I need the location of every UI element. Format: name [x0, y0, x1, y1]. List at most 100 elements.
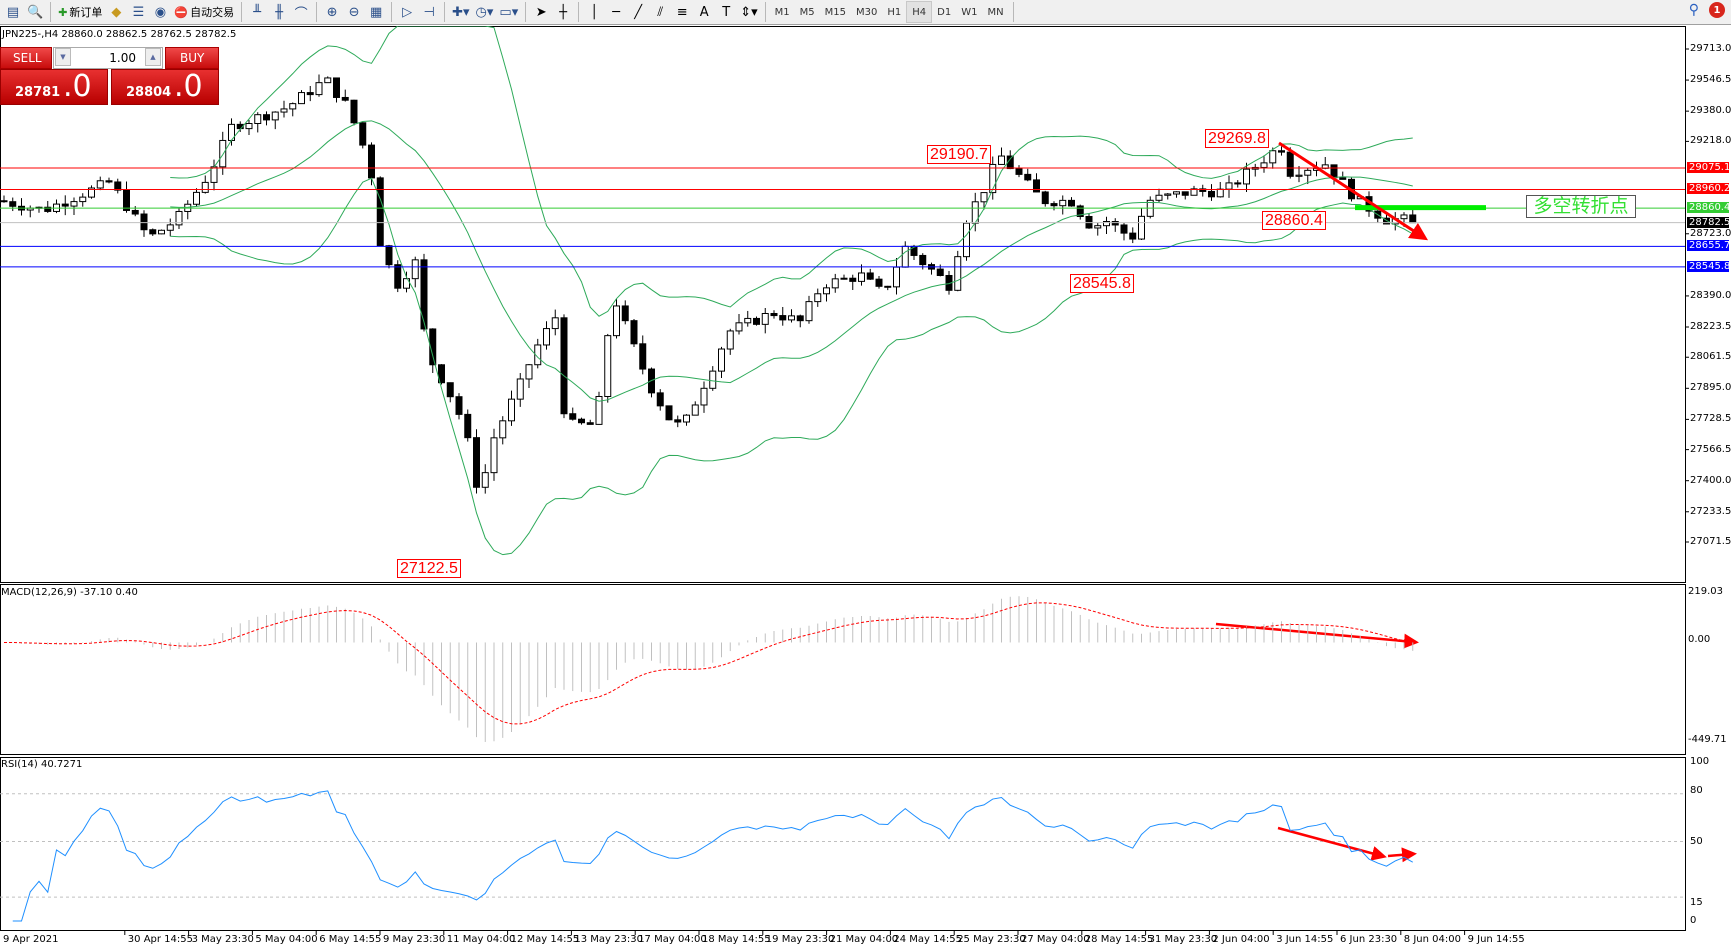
signal-icon[interactable]: ◉: [154, 4, 167, 20]
candle-body: [473, 437, 480, 488]
candle-body: [420, 259, 428, 330]
annotation-29269[interactable]: 29269.8: [1205, 129, 1269, 148]
market-watch-icon[interactable]: ◆: [111, 4, 122, 20]
candle-body: [368, 144, 375, 179]
sell-price-main: 28781: [15, 85, 61, 100]
candle-body: [79, 196, 87, 203]
candle-body: [595, 395, 603, 425]
candle-body: [525, 364, 533, 380]
time-tick-label: 9 Apr 2021: [3, 934, 59, 945]
timeframe-w1[interactable]: W1: [961, 6, 978, 18]
auto-scroll-icon[interactable]: ▷: [402, 4, 413, 20]
candle-body: [1173, 191, 1180, 195]
price-tag: 28545.8: [1687, 260, 1731, 272]
symbol-info: JPN225-,H4 28860.0 28862.5 28762.5 28782…: [2, 29, 237, 40]
auto-trade-label: 自动交易: [190, 6, 235, 19]
annotation-28545[interactable]: 28545.8: [1070, 274, 1134, 293]
candle-body: [866, 272, 874, 280]
macd-tick-label: 0.00: [1688, 634, 1711, 645]
candle-body: [1155, 194, 1163, 201]
time-tick-label: 6 Jun 23:30: [1340, 934, 1398, 945]
periods-icon[interactable]: ◷▾: [475, 4, 494, 20]
cursor-icon[interactable]: ➤: [535, 4, 547, 20]
indicators-icon[interactable]: ✚▾: [452, 4, 470, 20]
candle-body: [639, 343, 647, 370]
candle-body: [884, 285, 892, 288]
new-chart-icon[interactable]: ▤: [6, 4, 20, 20]
zoom-out-icon[interactable]: ⊖: [348, 4, 360, 20]
candle-body: [341, 96, 349, 101]
candle-body: [359, 122, 367, 146]
candle-body: [306, 92, 314, 96]
timeframe-h1[interactable]: H1: [887, 6, 902, 18]
templates-icon[interactable]: ▭▾: [499, 4, 519, 20]
time-tick-label: 21 May 04:00: [829, 934, 899, 945]
candle-body: [385, 245, 393, 266]
new-order-button[interactable]: ✚ 新订单: [55, 1, 105, 23]
timeframe-h4[interactable]: H4: [906, 1, 933, 23]
candle-body: [140, 213, 148, 231]
candle-body: [753, 317, 760, 325]
candle-body: [1383, 217, 1390, 225]
divider: [241, 2, 243, 22]
trendline-icon[interactable]: ╱: [634, 4, 643, 20]
buy-button[interactable]: BUY: [165, 47, 219, 69]
horizontal-line-icon[interactable]: ─: [612, 4, 621, 20]
price-tick-label: 27566.5: [1690, 443, 1731, 455]
divider: [391, 2, 393, 22]
timeframe-mn[interactable]: MN: [987, 6, 1004, 18]
text-icon[interactable]: A: [699, 4, 709, 20]
annotation-28860[interactable]: 28860.4: [1262, 211, 1326, 230]
timeframe-m15[interactable]: M15: [824, 6, 846, 18]
turn-point-label[interactable]: 多空转折点: [1526, 195, 1636, 218]
lot-increase-button[interactable]: ▲: [145, 48, 161, 66]
auto-trade-button[interactable]: ⛔ 自动交易: [171, 1, 237, 23]
one-click-trading-panel: SELL 1.00 ▼ ▲ BUY 28781.0 28804.0: [0, 47, 219, 105]
lot-size-input[interactable]: 1.00: [53, 47, 163, 69]
candle-body: [1269, 150, 1277, 164]
candle-body: [1033, 179, 1040, 193]
timeframe-m5[interactable]: M5: [799, 6, 815, 18]
price-tick-label: 27400.0: [1690, 474, 1731, 486]
lot-decrease-button[interactable]: ▼: [55, 48, 71, 66]
candle-body: [1076, 205, 1084, 217]
fibonacci-icon[interactable]: ≡: [676, 4, 688, 20]
candlestick-icon[interactable]: ╫: [275, 4, 284, 20]
line-chart-icon[interactable]: ⌒: [294, 6, 308, 22]
buy-price[interactable]: 28804.0: [111, 69, 219, 105]
inspect-icon[interactable]: 🔍: [27, 4, 44, 20]
navigator-icon[interactable]: ☰: [132, 4, 145, 20]
macd-tick-label: -449.71: [1688, 734, 1727, 745]
macd-signal-line: [3, 602, 1413, 725]
new-order-icon: ✚: [58, 5, 68, 19]
sell-price[interactable]: 28781.0: [0, 69, 108, 105]
notification-badge[interactable]: 1: [1709, 2, 1725, 18]
search-icon[interactable]: ⚲: [1688, 2, 1699, 18]
candle-body: [700, 387, 708, 406]
bar-chart-icon[interactable]: ╨: [253, 4, 262, 20]
vertical-line-icon[interactable]: │: [590, 4, 599, 20]
tile-windows-icon[interactable]: ▦: [369, 4, 383, 20]
annotation-27122[interactable]: 27122.5: [397, 559, 461, 578]
equidistant-channel-icon[interactable]: ⫽: [657, 4, 664, 20]
divider: [444, 2, 446, 22]
candle-body: [105, 180, 113, 183]
crosshair-icon[interactable]: ┼: [559, 4, 568, 20]
timeframe-m1[interactable]: M1: [774, 6, 790, 18]
bollinger-lo: [170, 177, 1413, 556]
arrows-icon[interactable]: ⇕▾: [740, 4, 758, 20]
time-tick-label: 9 May 23:30: [383, 934, 446, 945]
timeframe-m30[interactable]: M30: [856, 6, 878, 18]
zoom-in-icon[interactable]: ⊕: [326, 4, 338, 20]
price-chart[interactable]: [0, 26, 1731, 949]
candle-body: [9, 201, 17, 207]
candle-body: [263, 114, 270, 121]
text-label-icon[interactable]: T: [722, 4, 731, 20]
chart-shift-icon[interactable]: ⊣: [423, 4, 435, 20]
time-tick-label: 2 Jun 04:00: [1212, 934, 1270, 945]
sell-button[interactable]: SELL: [0, 47, 52, 69]
annotation-29190[interactable]: 29190.7: [927, 145, 991, 164]
candles: [0, 74, 1417, 494]
timeframe-d1[interactable]: D1: [937, 6, 952, 18]
price-tick-label: 29218.0: [1690, 135, 1731, 147]
